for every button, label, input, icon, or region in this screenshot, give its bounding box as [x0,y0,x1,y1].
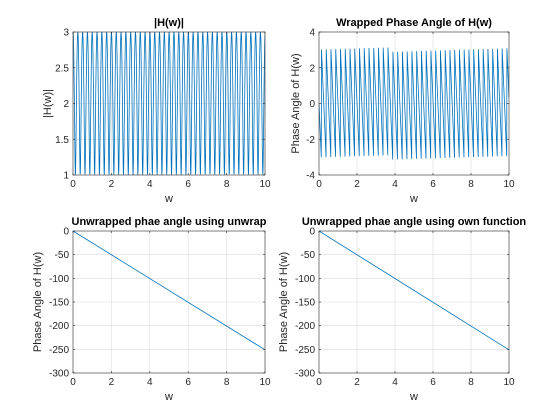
subplot-1: 0 2 4 6 8 10 1 1.5 2 2.5 3 |H(w)| w |H(w)| [42,17,271,205]
x-tick-label: 4 [147,377,153,388]
data-series-line [319,231,509,351]
x-tick-label: 0 [316,179,322,190]
x-tick-label: 10 [503,179,515,190]
x-tick-label: 6 [430,179,436,190]
x-tick-label: 2 [109,377,115,388]
data-series-line [73,231,265,351]
y-tick-label: 2 [63,99,69,110]
x-tick-label: 4 [147,179,153,190]
x-axis-label: w [409,193,418,205]
x-axis-label: w [164,193,173,205]
subplot-2: 0 2 4 6 8 10 -4 -2 0 2 4 Wrapped Phase Angle of H(w… [290,17,515,205]
y-tick-label: -150 [49,298,69,309]
x-tick-label: 0 [316,377,322,388]
y-tick-label: 0 [309,227,315,238]
chart-title: Wrapped Phase Angle of H(w) [336,17,492,29]
data-series-line [319,47,509,160]
x-tick-label: 10 [503,377,515,388]
y-tick-label: 1.5 [55,135,69,146]
subplot-3: 0 2 4 6 8 10-300-250-200-150-100-500Unwrapped… [32,216,271,403]
x-tick-label: 8 [468,377,474,388]
x-tick-label: 0 [70,179,76,190]
x-tick-label: 10 [259,179,271,190]
x-tick-label: 10 [259,377,271,388]
y-tick-label: -300 [49,369,69,380]
x-tick-label: 6 [185,377,191,388]
y-tick-label: -100 [49,274,69,285]
y-tick-label: -300 [295,369,315,380]
y-tick-label: 2 [309,63,315,74]
y-tick-label: -4 [306,171,315,182]
x-tick-label: 8 [224,377,230,388]
y-tick-label: 0 [63,227,69,238]
y-tick-label: -250 [295,345,315,356]
x-tick-label: 2 [109,179,115,190]
x-tick-label: 2 [354,179,360,190]
x-axis-label: w [164,391,173,403]
subplot-4: 0 2 4 6 8 10-300-250-200-150-100-500Unwrapped… [278,216,526,403]
y-axis-label: Phase Angle of H(w) [290,53,302,153]
y-tick-label: -50 [301,250,316,261]
x-tick-label: 4 [392,179,398,190]
y-tick-label: -200 [295,321,315,332]
y-tick-label: -150 [295,298,315,309]
y-axis-label: Phase Angle of H(w) [32,252,44,352]
chart-title: |H(w)| [154,17,184,29]
data-series-line [73,32,265,175]
x-tick-label: 6 [185,179,191,190]
y-tick-label: -100 [295,274,315,285]
x-tick-label: 0 [70,377,76,388]
x-tick-label: 4 [392,377,398,388]
y-tick-label: 0 [309,99,315,110]
chart-title: Unwrapped phae angle using unwrap [72,216,267,228]
y-axis-label: |H(w)| [42,89,54,118]
y-tick-label: -200 [49,321,69,332]
y-axis-label: Phase Angle of H(w) [278,252,290,352]
x-axis-label: w [409,391,418,403]
y-tick-label: 3 [63,28,69,39]
y-tick-label: -2 [306,135,315,146]
x-tick-label: 6 [430,377,436,388]
x-tick-label: 8 [224,179,230,190]
x-tick-label: 2 [354,377,360,388]
y-tick-label: -50 [55,250,70,261]
chart-title: Unwrapped phae angle using own function [302,216,527,228]
y-tick-label: 4 [309,28,315,39]
y-tick-label: 2.5 [55,63,69,74]
y-tick-label: 1 [63,171,69,182]
x-tick-label: 8 [468,179,474,190]
y-tick-label: -250 [49,345,69,356]
